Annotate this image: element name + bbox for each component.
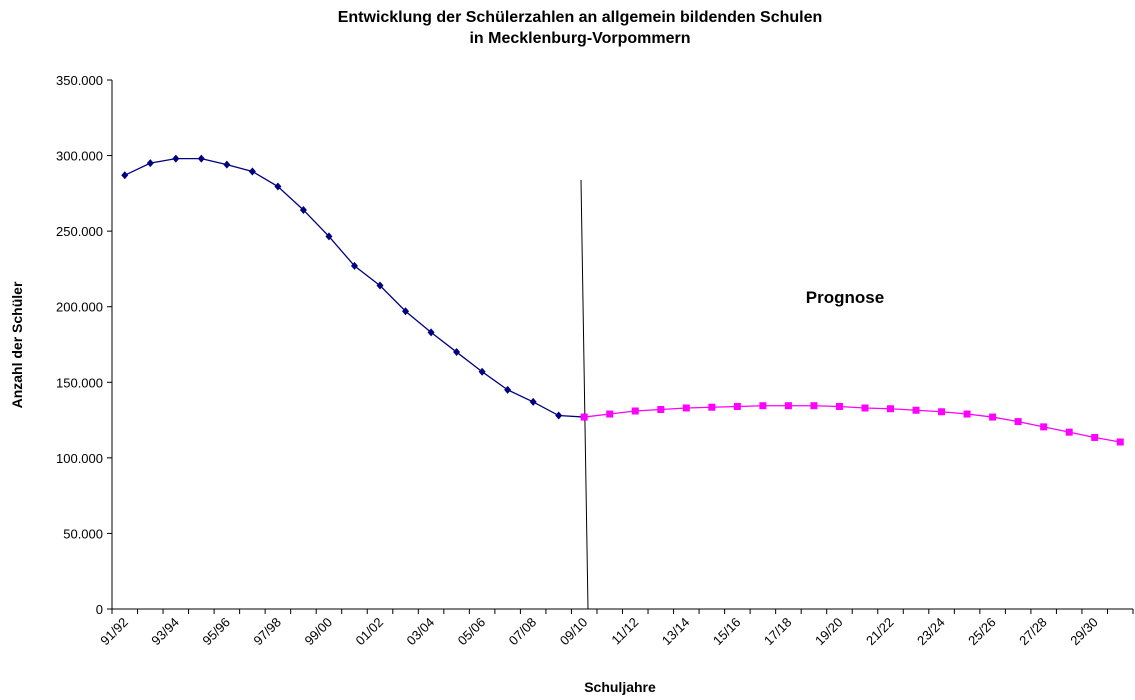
marker [1040, 423, 1048, 431]
marker [989, 413, 997, 421]
marker [759, 402, 767, 410]
marker [299, 205, 307, 214]
x-tick-label: 21/22 [863, 615, 897, 649]
marker [223, 160, 231, 169]
marker [248, 167, 256, 176]
marker [861, 404, 869, 412]
marker [1091, 433, 1099, 441]
x-tick-label: 07/08 [506, 615, 540, 649]
marker [938, 408, 946, 416]
marker [453, 348, 461, 357]
x-tick-label: 19/20 [812, 615, 846, 649]
x-tick-label: 93/94 [148, 615, 182, 649]
x-tick-label: 13/14 [659, 615, 693, 649]
forecast-divider [580, 179, 589, 610]
x-tick-label: 01/02 [353, 615, 387, 649]
x-tick-label: 99/00 [301, 615, 335, 649]
marker [606, 410, 614, 418]
marker [887, 405, 895, 413]
y-tick-label: 50.000 [63, 526, 103, 541]
x-tick-label: 95/96 [199, 615, 233, 649]
y-tick-label: 0 [96, 602, 103, 617]
marker [810, 402, 818, 410]
marker [478, 367, 486, 376]
marker [274, 182, 282, 191]
x-tick-label: 03/04 [404, 615, 438, 649]
y-tick-label: 300.000 [56, 149, 103, 164]
marker [963, 410, 971, 418]
marker [912, 406, 920, 414]
x-tick-label: 27/28 [1016, 615, 1050, 649]
marker [121, 171, 129, 180]
y-tick-label: 100.000 [56, 451, 103, 466]
x-axis-title: Schuljahre [584, 679, 656, 695]
x-tick-label: 97/98 [250, 615, 284, 649]
y-tick-label: 150.000 [56, 375, 103, 390]
x-tick-label: 15/16 [710, 615, 744, 649]
y-tick-label: 350.000 [56, 73, 103, 88]
marker [1014, 418, 1022, 426]
marker [376, 281, 384, 290]
marker [529, 397, 537, 406]
marker [657, 405, 665, 413]
marker [682, 404, 690, 412]
marker [1116, 438, 1124, 446]
marker [427, 328, 435, 337]
marker [580, 413, 588, 421]
x-tick-label: 05/06 [455, 615, 489, 649]
marker [197, 154, 205, 163]
x-tick-label: 29/30 [1067, 615, 1101, 649]
series-line [124, 157, 585, 418]
y-tick-label: 250.000 [56, 224, 103, 239]
marker [835, 402, 843, 410]
marker [733, 402, 741, 410]
marker [146, 159, 154, 168]
marker [631, 407, 639, 415]
chart-title: Entwicklung der Schülerzahlen an allgeme… [338, 9, 823, 26]
x-tick-label: 09/10 [557, 615, 591, 649]
marker [325, 232, 333, 241]
marker [350, 261, 358, 270]
marker [172, 154, 180, 163]
y-tick-label: 200.000 [56, 300, 103, 315]
marker [555, 411, 563, 420]
marker [1065, 428, 1073, 436]
x-tick-label: 23/24 [914, 615, 948, 649]
marker [504, 385, 512, 394]
marker [402, 307, 410, 316]
chart-subtitle: in Mecklenburg-Vorpommern [469, 30, 690, 47]
y-axis-title: Anzahl der Schüler [9, 281, 25, 408]
annotation: Prognose [806, 288, 884, 307]
series-line [584, 405, 1121, 443]
marker [784, 402, 792, 410]
x-tick-label: 91/92 [97, 615, 131, 649]
marker [708, 403, 716, 411]
x-tick-label: 11/12 [608, 615, 641, 648]
x-tick-label: 17/18 [761, 615, 795, 649]
x-tick-label: 25/26 [965, 615, 999, 649]
